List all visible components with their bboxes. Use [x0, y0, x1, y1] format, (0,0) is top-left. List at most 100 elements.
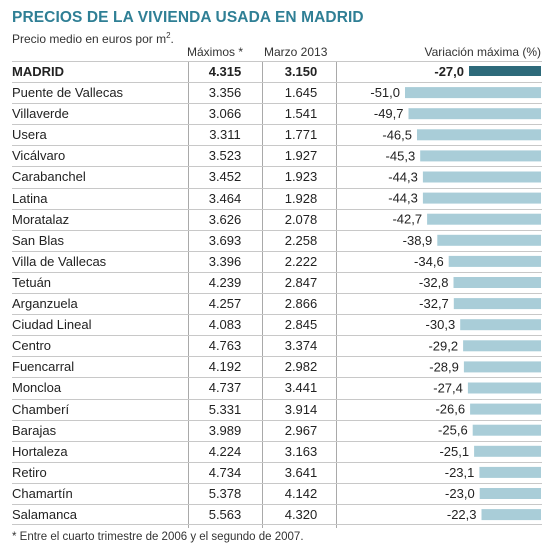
maximos-value: 4.737 [208, 380, 242, 396]
table-row: Puente de Vallecas 3.356 1.645 [12, 82, 542, 103]
table-row: Chamartín 5.378 4.142 [12, 482, 542, 504]
subtitle-period: . [170, 32, 174, 46]
maximos-value: 3.452 [208, 169, 242, 185]
maximos-value: 3.396 [208, 253, 242, 269]
district-name: Fuencarral [12, 359, 75, 375]
maximos-value: 4.224 [208, 443, 242, 459]
column-divider [336, 61, 337, 528]
marzo-2013-value: 1.771 [284, 127, 318, 143]
column-header-maximos: Máximos * [187, 45, 244, 59]
marzo-2013-value: 3.441 [284, 380, 318, 396]
maximos-value: 5.331 [208, 401, 242, 417]
maximos-value: 4.083 [208, 317, 242, 333]
district-name: Moratalaz [12, 211, 70, 227]
column-header-variacion: Variación máxima (%) [424, 45, 541, 59]
table-row: Moratalaz 3.626 2.078 [12, 208, 542, 230]
table-row: Carabanchel 3.452 1.923 [12, 166, 542, 187]
marzo-2013-value: 2.866 [284, 296, 318, 312]
maximos-value: 4.734 [208, 464, 242, 480]
table-row: Ciudad Lineal 4.083 2.845 [12, 314, 542, 335]
table-row: Barajas 3.989 2.967 [12, 419, 542, 441]
table-row: Usera 3.311 1.771 [12, 124, 542, 145]
table-row: Arganzuela 4.257 2.866 [12, 293, 542, 314]
maximos-value: 4.763 [208, 338, 242, 354]
district-name: Moncloa [12, 380, 62, 396]
marzo-2013-value: 3.163 [284, 443, 318, 459]
district-name: Salamanca [12, 506, 78, 522]
footnote: * Entre el cuarto trimestre de 2006 y el… [12, 531, 304, 543]
table-row: Villaverde 3.066 1.541 [12, 103, 542, 124]
maximos-value: 3.523 [208, 148, 242, 164]
maximos-value: 4.257 [208, 296, 242, 312]
marzo-2013-value: 2.222 [284, 253, 318, 269]
table-row: Retiro 4.734 3.641 [12, 461, 542, 483]
district-name: Usera [12, 127, 47, 143]
marzo-2013-value: 2.078 [284, 211, 318, 227]
district-name: Arganzuela [12, 296, 78, 312]
marzo-2013-value: 4.320 [284, 506, 318, 522]
district-name: Chamberí [12, 401, 70, 417]
maximos-value: 3.311 [209, 127, 241, 143]
marzo-2013-value: 1.645 [284, 85, 318, 101]
table-row: Salamanca 5.563 4.320 [12, 503, 542, 526]
maximos-value: 3.693 [208, 232, 242, 248]
table-row: Villa de Vallecas 3.396 2.222 [12, 250, 542, 272]
marzo-2013-value: 3.641 [284, 464, 318, 480]
chart-title: PRECIOS DE LA VIVIENDA USADA EN MADRID [12, 9, 364, 26]
maximos-value: 4.192 [208, 359, 242, 375]
maximos-value: 4.239 [208, 274, 242, 290]
table-row: Moncloa 4.737 3.441 [12, 377, 542, 398]
district-name: Latina [12, 190, 48, 206]
table-row: Fuencarral 4.192 2.982 [12, 356, 542, 377]
district-name: San Blas [12, 232, 65, 248]
maximos-value: 3.066 [208, 106, 242, 122]
marzo-2013-value: 4.142 [284, 485, 318, 501]
district-name: Chamartín [12, 485, 73, 501]
marzo-2013-value: 1.541 [284, 106, 318, 122]
maximos-value: 3.464 [208, 190, 242, 206]
table-row: Tetuán 4.239 2.847 [12, 271, 542, 293]
marzo-2013-value: 1.923 [284, 169, 318, 185]
district-name: Barajas [12, 422, 57, 438]
district-name: Retiro [12, 464, 47, 480]
table-row: Chamberí 5.331 3.914 [12, 398, 542, 420]
marzo-2013-value: 2.258 [284, 232, 318, 248]
table-row: Hortaleza 4.224 3.163 [12, 440, 542, 462]
district-name: MADRID [12, 64, 64, 79]
marzo-2013-value: 2.982 [284, 359, 318, 375]
marzo-2013-value: 2.967 [284, 422, 318, 438]
column-header-marzo-2013: Marzo 2013 [264, 45, 328, 59]
subtitle-text: Precio medio en euros por m [12, 32, 167, 46]
maximos-value: 5.378 [208, 485, 242, 501]
subtitle-superscript: 2 [166, 31, 171, 40]
district-name: Tetuán [12, 274, 52, 290]
table-row: San Blas 3.693 2.258 [12, 229, 542, 251]
data-table: MADRID 4.315 3.150 Puente de Vallecas 3.356 1… [12, 61, 542, 526]
district-name: Hortaleza [12, 443, 68, 459]
column-divider [188, 61, 189, 528]
marzo-2013-value: 3.374 [284, 338, 318, 354]
chart-subtitle: Precio medio en euros por m2. [12, 31, 174, 46]
district-name: Centro [12, 338, 52, 354]
district-name: Ciudad Lineal [12, 317, 92, 333]
maximos-value: 5.563 [208, 506, 242, 522]
table-row: Centro 4.763 3.374 [12, 335, 542, 356]
district-name: Carabanchel [12, 169, 86, 185]
maximos-value: 4.315 [208, 64, 242, 79]
marzo-2013-value: 2.845 [284, 317, 318, 333]
district-name: Villa de Vallecas [12, 253, 107, 269]
marzo-2013-value: 1.927 [284, 148, 318, 164]
marzo-2013-value: 3.150 [284, 64, 318, 79]
marzo-2013-value: 1.928 [284, 190, 318, 206]
district-name: Puente de Vallecas [12, 85, 124, 101]
maximos-value: 3.356 [208, 85, 242, 101]
maximos-value: 3.989 [208, 422, 242, 438]
table-row: Latina 3.464 1.928 [12, 187, 542, 209]
table-row: Vicálvaro 3.523 1.927 [12, 145, 542, 166]
district-name: Vicálvaro [12, 148, 66, 164]
column-divider [262, 61, 263, 528]
district-name: Villaverde [12, 106, 69, 122]
table-row: MADRID 4.315 3.150 [12, 61, 542, 82]
marzo-2013-value: 3.914 [284, 401, 318, 417]
maximos-value: 3.626 [208, 211, 242, 227]
